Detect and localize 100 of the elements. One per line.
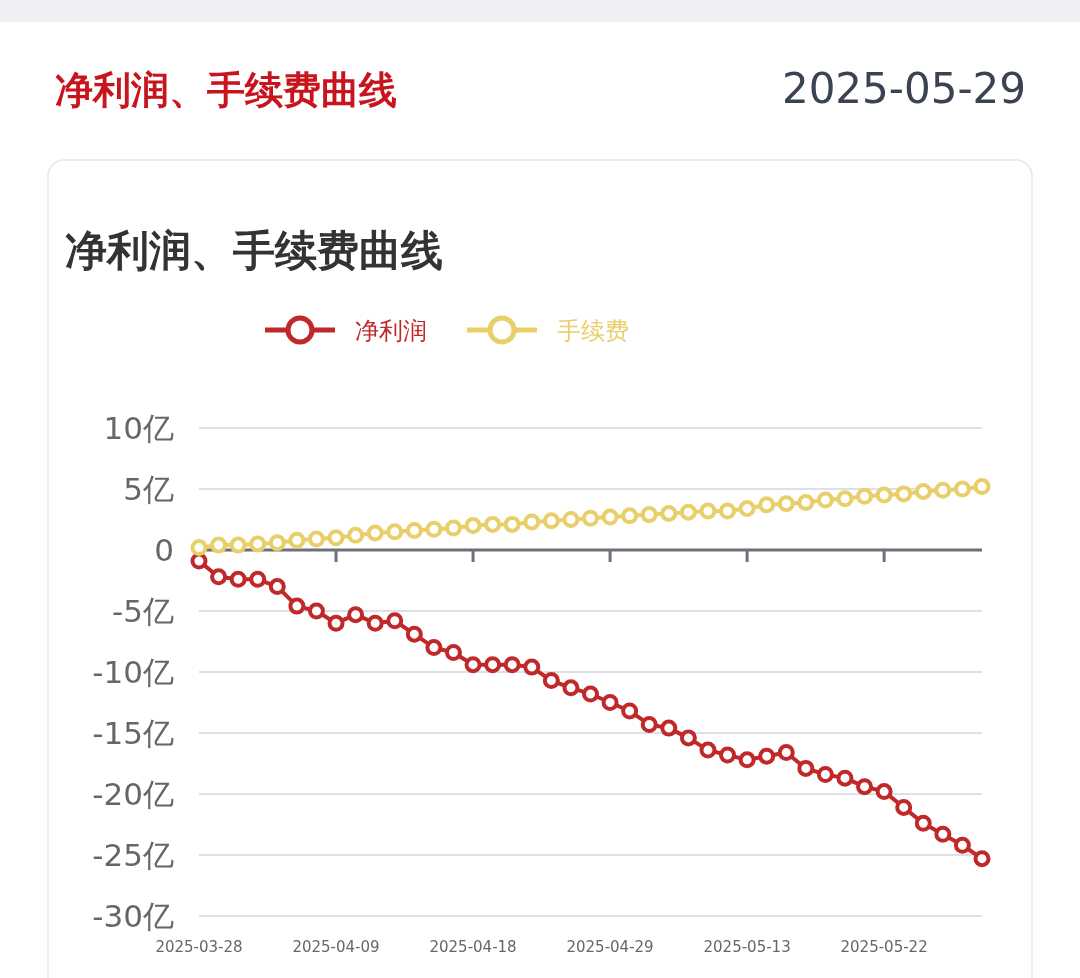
- point: [640, 715, 658, 733]
- point: [503, 515, 521, 533]
- point: [582, 509, 599, 527]
- legend-label: 手续费: [557, 317, 629, 345]
- point: [719, 502, 737, 520]
- point: [249, 570, 267, 588]
- point: [797, 759, 815, 777]
- y-tick-label: -15亿: [92, 715, 174, 751]
- point: [249, 535, 267, 553]
- point: [210, 536, 228, 554]
- point: [777, 744, 795, 762]
- point: [601, 694, 619, 711]
- text: 净利润、手续费曲线: [55, 68, 397, 112]
- x-tick-label: 2025-04-18: [429, 938, 517, 956]
- point: [562, 511, 580, 528]
- point: [425, 520, 443, 538]
- point: [895, 798, 913, 816]
- point: [679, 729, 697, 747]
- point: [816, 765, 834, 783]
- text: 2025-05-29: [781, 64, 1026, 113]
- x-tick-label: 2025-04-29: [566, 938, 654, 956]
- point: [542, 512, 560, 530]
- point: [816, 491, 834, 509]
- point: [366, 524, 384, 542]
- point: [327, 529, 345, 547]
- point: [307, 602, 325, 620]
- point: [347, 606, 365, 624]
- point: [484, 515, 502, 533]
- point: [523, 513, 541, 531]
- point: [856, 778, 874, 796]
- point: [288, 597, 306, 615]
- point: [934, 481, 952, 499]
- point: [699, 502, 717, 520]
- point: [934, 825, 952, 843]
- point: [347, 526, 365, 544]
- point: [973, 850, 991, 868]
- point: [621, 507, 639, 525]
- point: [307, 530, 325, 548]
- x-tick-label: 2025-05-22: [840, 938, 928, 956]
- point: [288, 531, 306, 549]
- point: [366, 614, 384, 632]
- y-tick-label: -5亿: [112, 593, 174, 629]
- y-tick-label: -25亿: [92, 837, 174, 873]
- chart-title: 净利润、手续费曲线: [65, 226, 443, 275]
- point: [425, 639, 443, 657]
- point: [386, 612, 404, 630]
- point: [719, 746, 737, 764]
- point: [190, 552, 208, 570]
- point: [679, 503, 697, 521]
- point: [229, 536, 247, 554]
- point: [601, 508, 619, 526]
- point: [268, 534, 286, 552]
- legend-label: 净利润: [355, 317, 427, 345]
- point: [953, 836, 971, 854]
- point: [484, 656, 502, 674]
- point: [953, 480, 971, 498]
- point: [464, 517, 482, 535]
- point: [660, 719, 678, 737]
- point: [542, 672, 560, 690]
- point: [699, 741, 717, 759]
- point: [777, 495, 795, 513]
- point: [973, 478, 991, 496]
- point: [875, 486, 893, 504]
- y-tick-label: 5亿: [123, 471, 174, 507]
- point: [758, 496, 776, 514]
- point: [621, 702, 639, 720]
- point: [738, 500, 756, 518]
- point: [895, 485, 913, 503]
- x-tick-label: 2025-05-13: [703, 938, 791, 956]
- point: [444, 643, 462, 661]
- point: [210, 568, 228, 586]
- point: [797, 493, 815, 511]
- y-tick-label: -20亿: [92, 776, 174, 812]
- point: [229, 570, 247, 588]
- point: [738, 751, 756, 769]
- point: [875, 783, 893, 801]
- point: [268, 578, 286, 596]
- point: [444, 519, 462, 537]
- y-tick-label: 0: [154, 532, 174, 568]
- point: [405, 521, 423, 539]
- point: [464, 656, 482, 674]
- point: [914, 814, 932, 832]
- point: [405, 625, 423, 643]
- y-tick-label: -10亿: [92, 654, 174, 690]
- point: [914, 482, 932, 500]
- point: [523, 658, 541, 676]
- y-tick-label: 10亿: [103, 410, 174, 446]
- point: [758, 747, 776, 765]
- x-tick-label: 2025-04-09: [292, 938, 380, 956]
- point: [660, 504, 678, 522]
- y-tick-label: -30亿: [92, 898, 174, 934]
- point: [327, 614, 345, 632]
- point: [856, 487, 874, 505]
- point: [386, 523, 404, 541]
- point: [562, 679, 580, 697]
- point: [190, 539, 208, 557]
- point: [836, 490, 854, 508]
- point: [503, 656, 521, 674]
- point: [836, 769, 854, 787]
- point: [582, 685, 599, 703]
